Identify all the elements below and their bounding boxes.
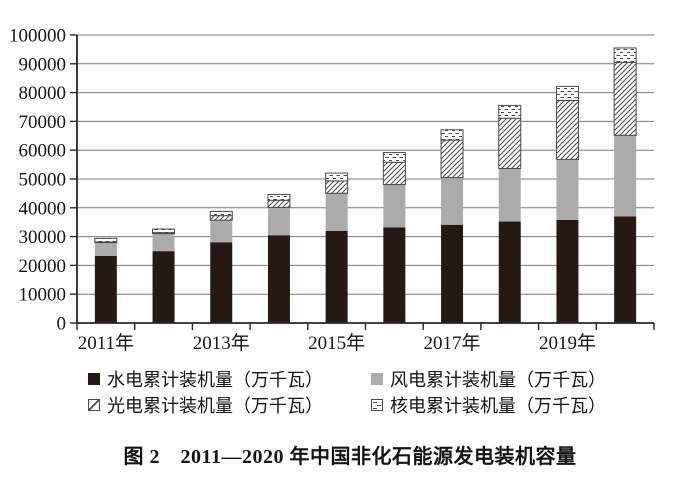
- bar-2012年-nuclear: [152, 228, 176, 234]
- y-axis-label-50000: 50000: [19, 170, 67, 191]
- bar-2019年-wind: [556, 159, 579, 220]
- bar-2016年-wind: [383, 184, 406, 228]
- legend-item-hydro: 水电累计装机量（万千瓦）: [88, 367, 371, 391]
- bar-2020年-solar: [613, 61, 637, 136]
- y-axis-label-70000: 70000: [19, 112, 67, 133]
- legend-label-hydro: 水电累计装机量（万千瓦）: [107, 370, 323, 390]
- x-axis-label-2011年: 2011年: [78, 332, 134, 354]
- bar-2013年-wind: [210, 220, 233, 243]
- legend-label-wind: 风电累计装机量（万千瓦）: [390, 370, 606, 390]
- bar-2011年-nuclear: [94, 237, 118, 243]
- y-axis-label-0: 0: [57, 314, 67, 335]
- bar-2018年-wind: [498, 168, 521, 222]
- bar-2018年-hydro: [498, 221, 521, 323]
- bar-2017年-hydro: [441, 224, 464, 323]
- legend-item-nuclear: 核电累计装机量（万千瓦）: [371, 393, 606, 417]
- nuclear-swatch-icon: [371, 399, 383, 411]
- bar-2020年-wind: [614, 135, 637, 217]
- bar-2019年-solar: [555, 99, 579, 160]
- bar-2011年-wind: [94, 242, 117, 256]
- y-axis-label-100000: 100000: [9, 26, 66, 47]
- bar-2016年-solar: [382, 161, 406, 186]
- y-axis-label-30000: 30000: [19, 227, 67, 248]
- bar-2011年-hydro: [94, 255, 117, 323]
- x-axis-label-2017年: 2017年: [424, 332, 481, 354]
- bar-2020年-hydro: [614, 216, 637, 323]
- bar-2019年-hydro: [556, 219, 579, 323]
- bar-2015年-hydro: [325, 230, 348, 323]
- bar-2014年-solar: [267, 199, 291, 208]
- bar-2015年-solar: [325, 180, 349, 194]
- wind-swatch-icon: [371, 373, 383, 385]
- x-axis-label-2015年: 2015年: [308, 332, 365, 354]
- bar-2017年-solar: [440, 139, 464, 179]
- bar-2016年-nuclear: [382, 152, 406, 163]
- y-axis-label-60000: 60000: [19, 141, 67, 162]
- legend-label-nuclear: 核电累计装机量（万千瓦）: [390, 396, 606, 416]
- stacked-bar-chart: 0 10000 20000 30000 40000 50000 60000 70000 8000…: [9, 26, 655, 354]
- y-axis-label-10000: 10000: [19, 285, 67, 306]
- legend-label-solar: 光电累计装机量（万千瓦）: [107, 396, 323, 416]
- bar-2016年-hydro: [383, 227, 406, 323]
- bar-2014年-nuclear: [267, 193, 291, 201]
- y-axis-label-40000: 40000: [19, 198, 67, 219]
- chart-legend: 水电累计装机量（万千瓦） 风电累计装机量（万千瓦） 光电累计装机量（万千瓦） 核…: [88, 367, 606, 417]
- bar-2015年-nuclear: [325, 172, 349, 182]
- bar-2017年-wind: [441, 177, 464, 225]
- bar-2014年-wind: [267, 207, 290, 236]
- bar-2015年-wind: [325, 193, 348, 231]
- solar-swatch-icon: [88, 399, 100, 411]
- legend-item-solar: 光电累计装机量（万千瓦）: [88, 393, 371, 417]
- x-axis-label-2013年: 2013年: [193, 332, 250, 354]
- y-axis-label-20000: 20000: [19, 256, 67, 277]
- bar-2017年-nuclear: [440, 129, 464, 141]
- bar-2012年-wind: [152, 233, 175, 252]
- y-axis-label-90000: 90000: [19, 54, 67, 75]
- bar-2019年-nuclear: [555, 85, 579, 101]
- bar-2018年-nuclear: [498, 104, 522, 119]
- bar-2013年-solar: [209, 215, 233, 221]
- bar-2018年-solar: [498, 117, 522, 169]
- bar-2020年-nuclear: [613, 47, 637, 63]
- x-axis-label-2019年: 2019年: [539, 332, 596, 354]
- hydro-swatch-icon: [88, 373, 100, 385]
- bar-2012年-hydro: [152, 251, 175, 323]
- bar-2013年-nuclear: [209, 210, 233, 217]
- legend-item-wind: 风电累计装机量（万千瓦）: [371, 367, 606, 391]
- bar-2013年-hydro: [210, 242, 233, 323]
- y-axis-label-80000: 80000: [19, 83, 67, 104]
- figure-caption: 图 2 2011—2020 年中国非化石能源发电装机容量: [123, 446, 577, 468]
- bar-2014年-hydro: [267, 235, 290, 323]
